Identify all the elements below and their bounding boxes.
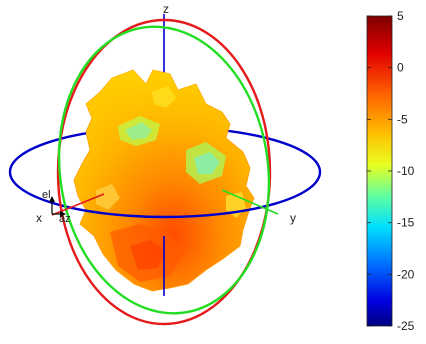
coordinate-axes: z y x el az	[36, 2, 296, 296]
elevation-circle-xz	[56, 18, 272, 326]
x-axis-label: x	[36, 211, 42, 225]
colorbar: 5 0 -5 -10 -15 -20 -25	[366, 9, 415, 333]
colorbar-tick-label: 5	[397, 9, 404, 23]
low-gain-patch-4	[194, 152, 220, 174]
elevation-circle-yz	[57, 25, 271, 315]
az-label: az	[59, 213, 71, 225]
colorbar-tick-label: -5	[397, 112, 408, 126]
low-gain-patch-2	[125, 122, 152, 140]
low-gain-patch-6	[96, 184, 120, 210]
azimuth-circle-front	[8, 171, 322, 219]
low-gain-patch-5	[152, 86, 176, 108]
pattern-surface-top	[86, 70, 230, 150]
high-gain-patch-2	[130, 240, 166, 270]
z-axis-label: z	[163, 2, 169, 16]
colorbar-tick-label: -25	[397, 319, 415, 333]
colorbar-tick-label: -20	[397, 267, 415, 281]
pattern-surface	[73, 69, 255, 292]
y-axis-line	[221, 189, 279, 215]
colorbar-tick-label: -15	[397, 216, 415, 230]
colorbar-tick-label: -10	[397, 164, 415, 178]
az-arrow-head	[60, 211, 66, 217]
el-label: el	[42, 189, 51, 201]
el-arrow-head	[49, 196, 55, 202]
great-circles-front	[8, 18, 322, 326]
y-axis-label: y	[290, 211, 296, 225]
colorbar-ticks: 5 0 -5 -10 -15 -20 -25	[367, 9, 415, 333]
colorbar-tick-label: 0	[397, 61, 404, 75]
